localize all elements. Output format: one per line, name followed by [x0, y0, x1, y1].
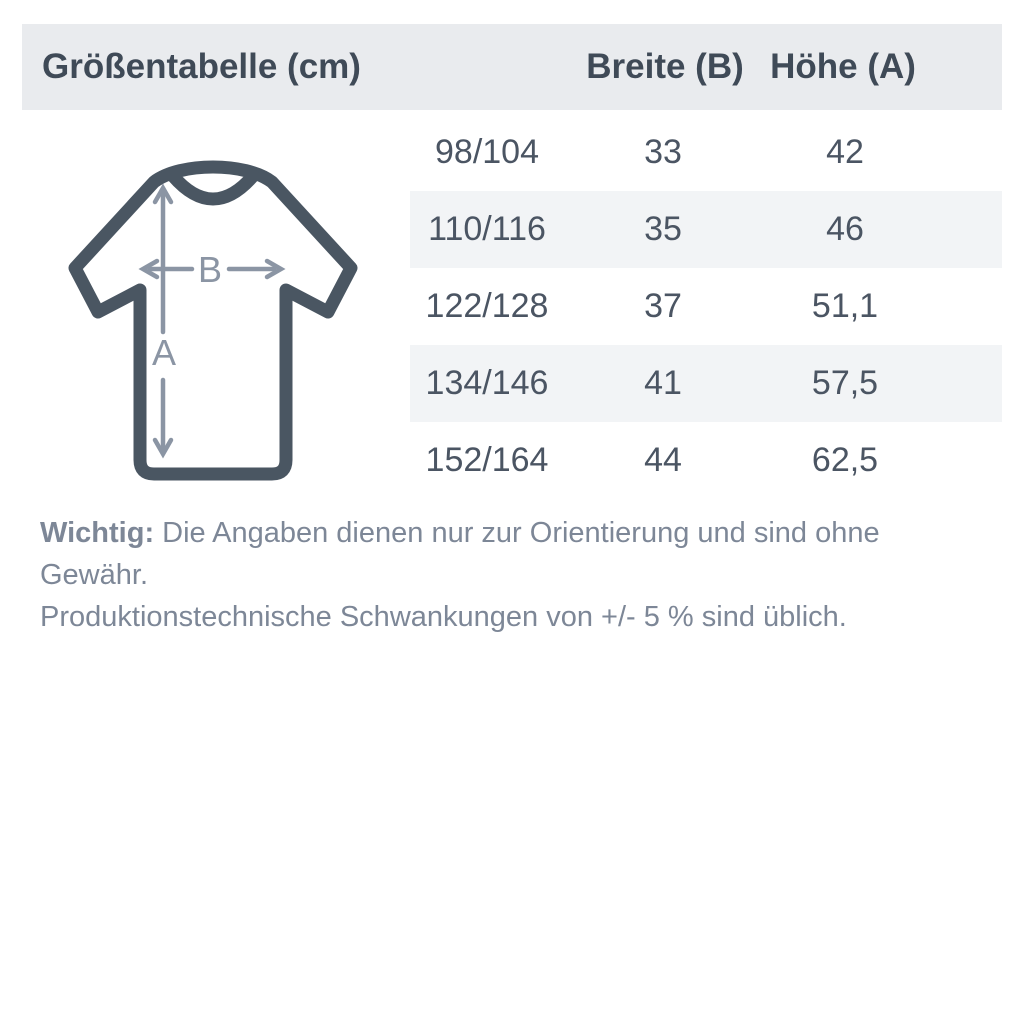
tshirt-icon: B A — [68, 160, 358, 481]
size-cell: 98/104 — [435, 133, 539, 171]
table-row: 110/116 35 46 — [0, 191, 1024, 268]
page-title: Größentabelle (cm) — [42, 47, 361, 86]
height-cell: 42 — [826, 133, 864, 171]
width-cell: 33 — [644, 133, 682, 171]
width-cell: 44 — [644, 441, 682, 479]
width-cell: 41 — [644, 364, 682, 402]
size-cell: 152/164 — [425, 441, 549, 479]
table-row: 134/146 41 57,5 — [0, 345, 1024, 422]
table-row: 152/164 44 62,5 — [0, 422, 1024, 499]
disclaimer-line2: Produktionstechnische Schwankungen von +… — [40, 601, 847, 633]
width-cell: 35 — [644, 210, 682, 248]
width-arrow-label: B — [198, 249, 222, 290]
tshirt-collar — [166, 169, 260, 206]
width-cell: 37 — [644, 287, 682, 325]
height-cell: 51,1 — [811, 287, 879, 325]
height-cell: 46 — [826, 210, 864, 248]
column-header-hoehe: Höhe (A) — [770, 47, 916, 86]
table-row: 98/104 33 42 — [0, 114, 1024, 191]
size-cell: 122/128 — [425, 287, 549, 325]
tshirt-diagram: B A — [40, 140, 400, 500]
disclaimer-line1: Die Angaben dienen nur zur Orientierung … — [40, 517, 880, 591]
disclaimer-label: Wichtig: — [40, 517, 155, 549]
row-stripe — [410, 345, 1002, 422]
row-stripe — [410, 191, 1002, 268]
column-header-breite: Breite (B) — [586, 47, 744, 86]
size-cell: 110/116 — [428, 210, 546, 248]
table-header-band: Größentabelle (cm) Breite (B) Höhe (A) — [22, 24, 1002, 110]
table-row: 122/128 37 51,1 — [0, 268, 1024, 345]
height-arrow-icon — [152, 183, 174, 459]
height-cell: 57,5 — [811, 364, 879, 402]
disclaimer-note: Wichtig: Die Angaben dienen nur zur Orie… — [40, 512, 970, 638]
height-cell: 62,5 — [811, 441, 879, 479]
width-arrow-icon — [138, 258, 286, 280]
tshirt-body-outline — [68, 160, 358, 481]
height-arrow-label: A — [152, 332, 176, 373]
size-cell: 134/146 — [425, 364, 549, 402]
